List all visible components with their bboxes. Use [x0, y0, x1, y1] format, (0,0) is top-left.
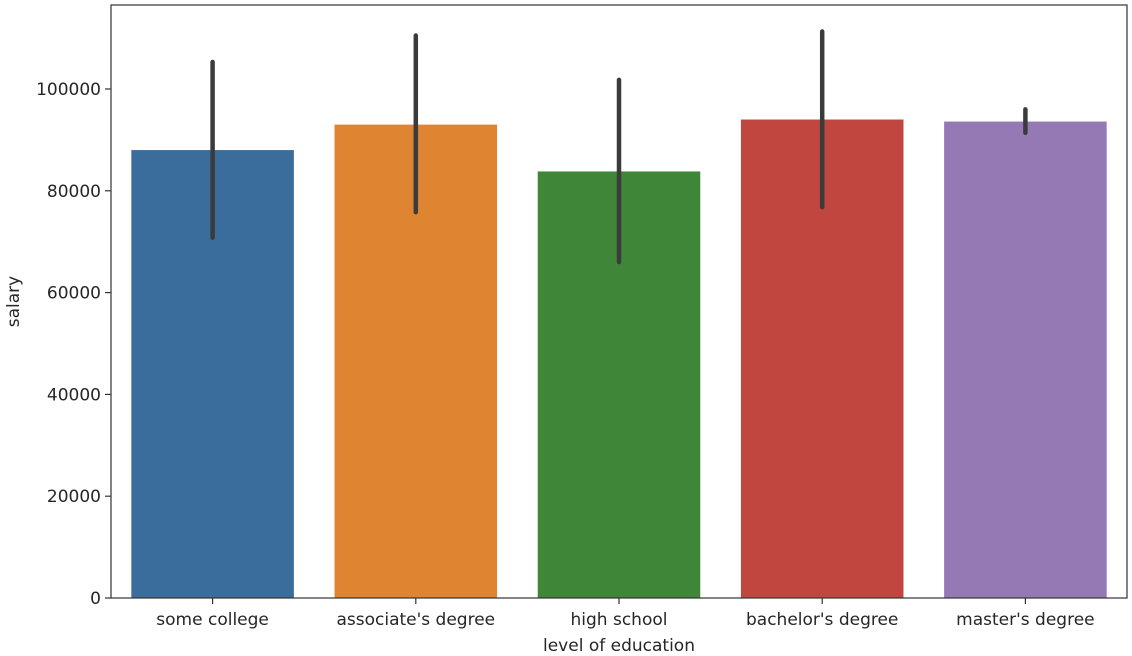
error-bars-layer — [210, 29, 1028, 265]
y-axis-label: salary — [4, 276, 24, 327]
y-tick-label: 80000 — [47, 182, 101, 202]
x-axis-label: level of education — [543, 636, 695, 656]
x-tick-label: high school — [571, 610, 668, 630]
y-tick-label: 20000 — [47, 487, 101, 507]
y-tick-label: 60000 — [47, 284, 101, 304]
x-tick-label: master's degree — [956, 610, 1094, 630]
y-tick-label: 40000 — [47, 385, 101, 405]
bar — [944, 121, 1107, 598]
y-axis: 0 20000 40000 60000 80000 100000 — [36, 80, 111, 609]
x-tick-label: bachelor's degree — [746, 610, 898, 630]
x-axis: some college associate's degree high schoo… — [156, 598, 1095, 630]
x-tick-label: some college — [156, 610, 269, 630]
x-tick-label: associate's degree — [336, 610, 495, 630]
y-tick-label: 0 — [90, 589, 101, 609]
y-tick-label: 100000 — [36, 80, 101, 100]
